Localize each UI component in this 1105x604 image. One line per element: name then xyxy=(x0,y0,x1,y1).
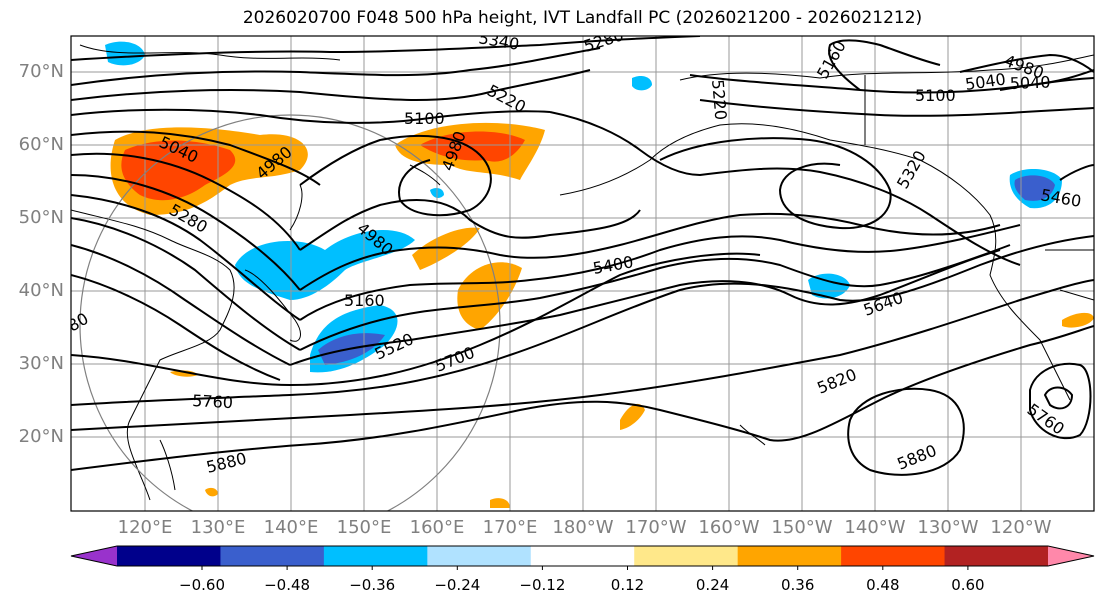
lon-label: 140°W xyxy=(844,517,906,538)
ivt-positive-region xyxy=(170,370,198,377)
contour-label: 5820 xyxy=(814,365,859,398)
contour-label: 5160 xyxy=(344,291,385,310)
ivt-negative-region xyxy=(632,76,652,91)
contour-label: 5280 xyxy=(581,25,626,56)
colorbar-tick-label: −0.24 xyxy=(434,576,481,594)
colorbar-tick-label: −0.60 xyxy=(179,576,225,594)
ivt-shading xyxy=(105,41,1094,508)
colorbar-tick-label: 0.12 xyxy=(610,576,645,594)
map-frame xyxy=(70,35,1095,512)
contour-label: 5760 xyxy=(192,391,234,412)
ivt-positive-region xyxy=(490,498,510,508)
contour-label: 5700 xyxy=(432,343,477,376)
ivt-positive-region xyxy=(205,487,218,497)
ivt-negative-region xyxy=(808,273,850,299)
colorbar-tick-label: −0.36 xyxy=(349,576,396,594)
colorbar-tick-label: 0.48 xyxy=(866,576,900,594)
contour-label: 5040 xyxy=(1009,73,1050,93)
contour-label: 5400 xyxy=(591,252,634,278)
contour-labels: 5340 5280 5160 4980 5040 5220 5220 5100 … xyxy=(65,25,1083,477)
ivt-negative-region xyxy=(235,229,415,300)
lat-label: 40°N xyxy=(18,280,64,301)
lon-label: 170°E xyxy=(482,517,538,538)
lon-label: 130°W xyxy=(917,517,979,538)
lat-label: 70°N xyxy=(18,61,64,82)
lon-label: 160°W xyxy=(698,517,760,538)
lon-label: 150°W xyxy=(771,517,833,538)
colorbar-tick-label: −0.12 xyxy=(519,576,566,594)
lat-label: 30°N xyxy=(18,353,64,374)
ivt-negative-core xyxy=(1014,175,1055,201)
contour-label: 5220 xyxy=(708,79,730,121)
lon-label: 120°E xyxy=(117,517,173,538)
colorbar-tick-label: 0.36 xyxy=(780,576,815,594)
lon-label: 120°W xyxy=(990,517,1052,538)
ivt-positive-region xyxy=(620,403,645,430)
contour-label: 5100 xyxy=(915,86,956,105)
colorbar-tick-label: 0.24 xyxy=(695,576,730,594)
contour-label: 80 xyxy=(65,309,92,336)
ivt-positive-region xyxy=(457,262,522,330)
colorbar-tick-label: 0.60 xyxy=(951,576,985,594)
lon-label: 160°E xyxy=(409,517,465,538)
graticule xyxy=(71,36,1094,511)
coastlines xyxy=(71,44,1094,501)
ivt-positive-region xyxy=(1062,312,1094,328)
height-contours xyxy=(71,36,1094,476)
contour-label: 5460 xyxy=(1039,185,1082,211)
lon-label: 130°E xyxy=(190,517,246,538)
lon-label: 170°W xyxy=(625,517,687,538)
lon-label: 180°W xyxy=(552,517,614,538)
lon-label: 140°E xyxy=(263,517,319,538)
ivt-positive-core xyxy=(121,140,236,201)
colorbar-tick-label: −0.48 xyxy=(264,576,311,594)
lon-label: 150°E xyxy=(336,517,392,538)
lat-label: 60°N xyxy=(18,134,64,155)
contour-label: 5640 xyxy=(861,288,906,320)
lat-label: 50°N xyxy=(18,207,64,228)
contour-label: 5340 xyxy=(477,28,520,54)
contour-label: 5880 xyxy=(894,441,939,474)
ivt-negative-region xyxy=(105,41,145,66)
contour-label: 5100 xyxy=(404,109,445,128)
map-title: 2026020700 F048 500 hPa height, IVT Land… xyxy=(242,8,923,28)
lat-label: 20°N xyxy=(18,426,64,447)
